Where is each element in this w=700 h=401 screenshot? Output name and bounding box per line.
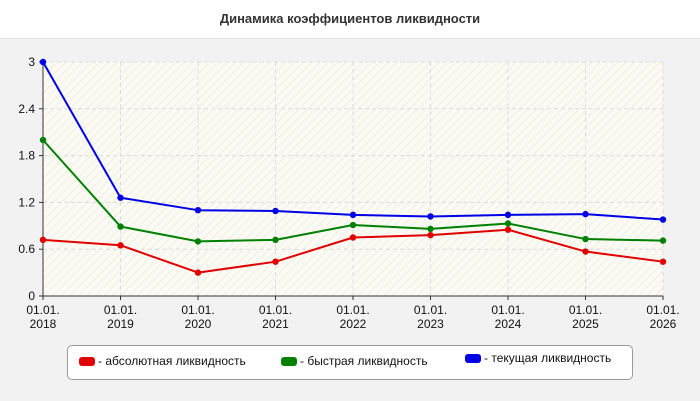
x-tick-label: 01.01. 2021	[259, 303, 292, 331]
series-point-2	[582, 210, 589, 218]
chart-title: Динамика коэффициентов ликвидности	[219, 11, 481, 26]
series-point-2	[117, 194, 124, 201]
x-tick-label: 01.01. 2020	[181, 303, 214, 331]
x-tick-label: 01.01. 2023	[414, 303, 447, 331]
y-tick-label: 0	[28, 289, 35, 303]
series-point-1	[582, 235, 589, 243]
x-tick-label: 01.01. 2026	[646, 303, 679, 331]
legend-item-absolute[interactable]: - абсолютная ликвидность	[79, 354, 246, 368]
legend-label-absolute: - абсолютная ликвидность	[98, 354, 246, 368]
series-point-2	[272, 207, 279, 215]
legend-swatch-absolute	[79, 356, 95, 366]
legend-item-current[interactable]: - текущая ликвидность	[465, 351, 611, 365]
x-tick-label: 01.01. 2019	[104, 303, 137, 331]
series-point-0	[582, 248, 589, 255]
y-tick-label: 3	[28, 55, 35, 69]
series-point-2	[659, 216, 667, 223]
series-point-1	[272, 236, 279, 244]
legend-swatch-current	[465, 353, 481, 363]
series-point-0	[504, 226, 512, 233]
grid-lines	[43, 61, 664, 296]
x-tick-label: 01.01. 2025	[569, 303, 602, 331]
series-point-2	[504, 211, 512, 219]
series-point-1	[39, 136, 47, 144]
series-point-0	[349, 234, 357, 241]
series-point-1	[504, 220, 512, 227]
series-point-2	[427, 213, 434, 220]
legend-item-quick[interactable]: - быстрая ликвидность	[281, 354, 428, 368]
x-tick-label: 01.01. 2018	[26, 303, 59, 331]
series-point-1	[427, 225, 434, 233]
series-point-0	[194, 269, 202, 276]
y-tick-label: 1.2	[18, 195, 35, 209]
legend-label-quick: - быстрая ликвидность	[300, 354, 428, 368]
series-point-0	[39, 236, 47, 244]
series-point-1	[349, 221, 357, 229]
series-point-2	[39, 58, 47, 66]
series-point-0	[117, 242, 124, 249]
x-tick-label: 01.01. 2024	[491, 303, 524, 331]
legend-label-current: - текущая ликвидность	[484, 351, 612, 365]
series-point-1	[194, 238, 202, 245]
series-point-0	[659, 258, 667, 265]
x-axis-ticks: 01.01. 2018 01.01. 2019 01.01. 2020 01.01. 2021…	[26, 296, 680, 331]
x-tick-label: 01.01. 2022	[336, 303, 369, 331]
y-tick-label: 1.8	[18, 149, 35, 163]
series-point-1	[659, 237, 667, 244]
series-point-0	[427, 231, 434, 239]
y-tick-label: 2.4	[18, 102, 35, 116]
series-point-2	[349, 211, 357, 219]
legend-swatch-quick	[281, 356, 297, 366]
y-axis-ticks: 0 0.6 1.2 1.8 2.4 3	[18, 55, 43, 303]
legend: - абсолютная ликвидность - быстрая ликви…	[67, 345, 633, 380]
series-layer	[39, 58, 667, 276]
series-point-1	[117, 223, 124, 230]
series-point-2	[194, 207, 202, 214]
y-tick-label: 0.6	[18, 242, 35, 256]
series-point-0	[272, 258, 279, 265]
